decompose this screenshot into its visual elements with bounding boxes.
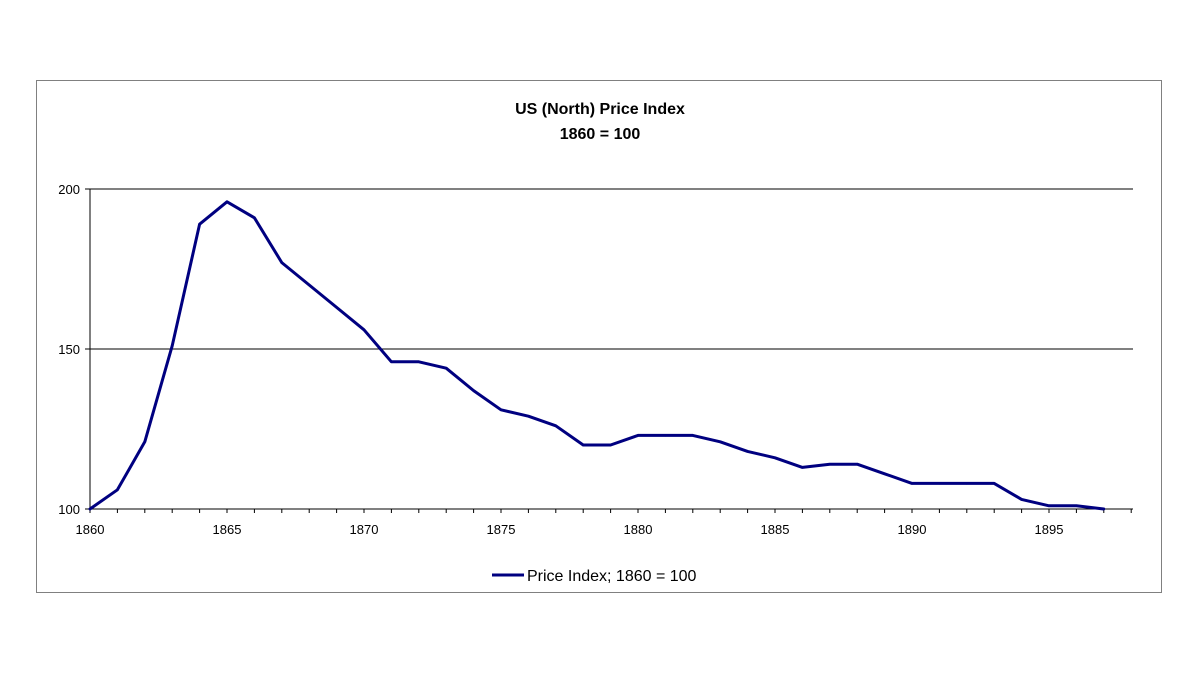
x-tick-label: 1875 — [487, 522, 516, 537]
legend-label: Price Index; 1860 = 100 — [527, 568, 697, 585]
chart-title: US (North) Price Index — [515, 101, 685, 118]
chart-subtitle: 1860 = 100 — [559, 126, 641, 143]
data-point — [362, 328, 366, 331]
data-point — [1102, 507, 1106, 511]
data-point — [225, 200, 229, 203]
x-tick-label: 1865 — [213, 522, 242, 537]
data-point — [828, 463, 831, 466]
data-point — [883, 472, 886, 475]
data-point — [472, 389, 475, 392]
x-tick-label: 1885 — [761, 522, 790, 537]
x-tick-label: 1880 — [624, 522, 653, 537]
data-point — [801, 466, 804, 469]
data-point — [88, 507, 92, 511]
data-point — [1075, 504, 1078, 507]
data-point — [445, 367, 448, 370]
y-tick-label: 200 — [58, 182, 80, 197]
data-point — [691, 434, 694, 437]
data-point — [390, 360, 393, 363]
x-tick-label: 1870 — [350, 522, 379, 537]
data-point — [198, 223, 201, 226]
data-point — [417, 360, 420, 363]
data-point — [746, 450, 749, 453]
data-point — [664, 434, 667, 437]
data-point — [499, 408, 503, 411]
data-point — [116, 488, 119, 491]
data-point — [527, 415, 530, 418]
x-tick-label: 1895 — [1035, 522, 1064, 537]
chart-frame: US (North) Price Index 1860 = 100 100 150… — [36, 80, 1162, 593]
data-point — [308, 283, 311, 287]
data-point — [719, 440, 722, 443]
data-point — [965, 482, 968, 485]
series-line — [88, 200, 1106, 511]
x-tick-label: 1860 — [76, 522, 105, 537]
data-point — [938, 482, 941, 485]
data-point — [1047, 504, 1051, 507]
data-point — [636, 434, 640, 437]
data-point — [280, 261, 283, 264]
data-point — [993, 482, 996, 485]
data-point — [856, 463, 859, 466]
data-point — [554, 424, 557, 427]
data-point — [1020, 498, 1023, 501]
data-point — [335, 306, 338, 309]
data-point — [910, 482, 914, 485]
data-point — [773, 456, 777, 459]
x-tick-label: 1890 — [898, 522, 927, 537]
data-point — [253, 216, 256, 219]
y-tick-label: 150 — [58, 342, 80, 357]
line-chart: 100 150 200 1860 1865 1870 1875 1880 1885 1890 189… — [58, 182, 1133, 585]
data-point — [171, 344, 174, 347]
data-point — [143, 440, 146, 443]
data-point — [582, 443, 585, 447]
y-tick-label: 100 — [58, 502, 80, 517]
data-point — [609, 443, 612, 447]
